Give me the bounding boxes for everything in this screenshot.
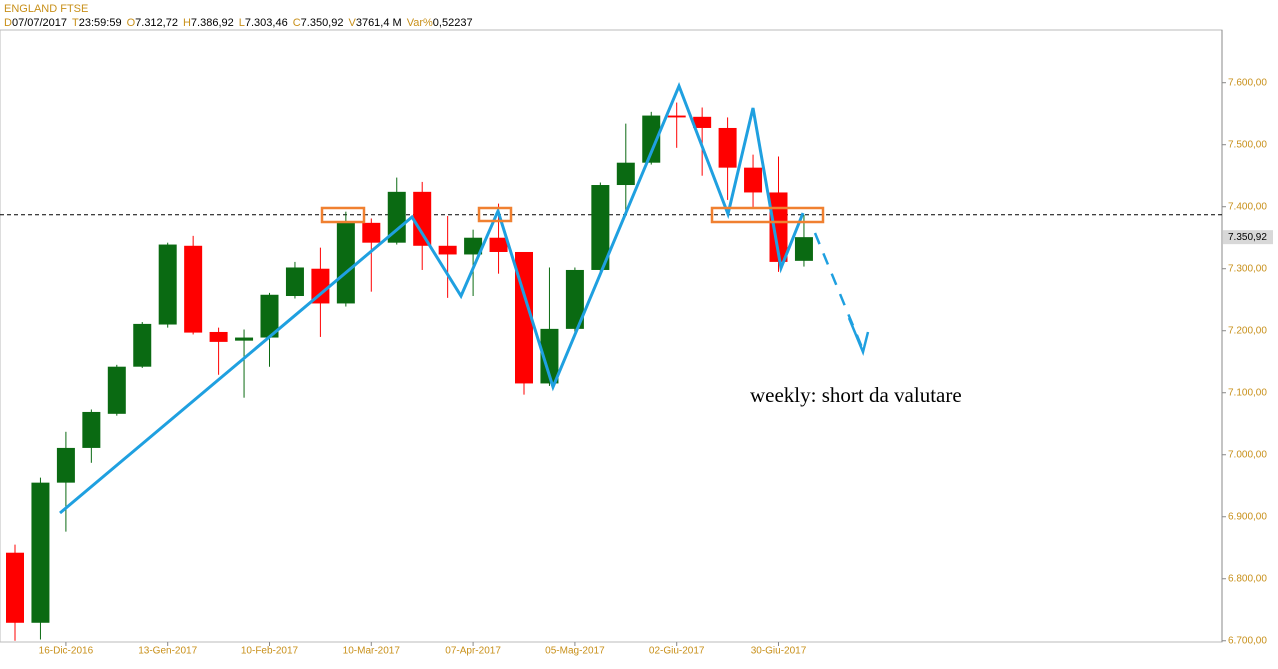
field-value: 07/07/2017 [11,17,68,29]
annotation: weekly: short da valutare [750,383,962,407]
y-tick-label: 7.100,00 [1228,387,1267,398]
candle-body [718,127,737,168]
candle-body [362,222,381,243]
field-value: 7.303,46 [244,17,288,29]
y-tick-label: 7.400,00 [1228,201,1267,212]
y-tick-label: 7.000,00 [1228,449,1267,460]
candle-body [693,116,712,128]
field-value: 3761,4 M [355,17,402,29]
x-tick-label: 05-Mag-2017 [545,646,605,657]
field-key: C [292,17,301,29]
highlight-box [710,206,825,224]
field-value: 23:59:59 [78,17,122,29]
candle-body [260,294,279,338]
candle-body [565,269,584,329]
candle-body [235,337,254,341]
header-fields: D07/07/2017 T23:59:59 O7.312,72 H7.386,92 L7… [4,16,478,30]
y-tick-label: 6.800,00 [1228,573,1267,584]
x-tick-label: 07-Apr-2017 [445,646,501,657]
candle-body [489,237,508,252]
candle-body [209,331,228,342]
x-tick-label: 13-Gen-2017 [138,646,197,657]
candle-body [133,323,152,367]
x-tick-label: 02-Giu-2017 [649,646,705,657]
candle-body [744,167,763,193]
candle-body [769,192,788,262]
plot-frame [0,29,1223,643]
x-tick-label: 30-Giu-2017 [751,646,807,657]
marks: 6.700,00 6.800,00 6.900,00 7.000,00 7.100,00… [0,77,1273,657]
y-tick-label: 7.200,00 [1228,325,1267,336]
y-tick-label: 7.600,00 [1228,77,1267,88]
x-tick-label: 10-Feb-2017 [241,646,299,657]
field-value: 7.312,72 [135,17,178,29]
field-key: L [238,17,245,29]
y-tick-label: 7.500,00 [1228,139,1267,150]
candle-body [794,237,813,261]
candle-body [515,251,533,384]
candle-body [438,245,457,255]
candle-body [464,237,483,255]
candle-body [6,552,24,623]
candle-body [158,244,177,325]
highlight-box [477,206,513,223]
instrument-title: ENGLAND FTSE [4,3,89,15]
drawn-annotations [59,81,870,515]
x-tick-label: 16-Dic-2016 [39,646,94,657]
candle-body [540,328,559,384]
field-key: O [126,17,136,29]
field-value: 7.386,92 [190,17,234,29]
price-marker-label: 7.350,92 [1228,232,1267,243]
candle-body [107,366,126,414]
candle-body [311,268,330,304]
arrow-head [847,317,870,356]
y-tick-label: 6.700,00 [1228,635,1267,646]
field-key: Var% [406,17,433,29]
candle-body [591,185,610,270]
candle-body [31,482,50,623]
candle-body [667,115,686,118]
x-tick-label: 10-Mar-2017 [343,646,401,657]
trend-line [59,81,805,515]
field-key: H [182,17,191,29]
candle-body [82,411,101,448]
candle-body [616,162,635,186]
header: ENGLAND FTSE D07/07/2017 T23:59:59 O7.312,… [4,2,478,30]
field-value: 7.350,92 [300,17,344,29]
candle-body [413,191,432,246]
candle-body [56,447,75,483]
candle-body [336,221,355,304]
candle-body [285,267,304,297]
price-marker [1223,230,1273,245]
y-tick-label: 6.900,00 [1228,511,1267,522]
candle-body [184,245,203,333]
highlight-box [320,206,366,224]
field-key: V [348,17,356,29]
candle-body [642,115,661,163]
field-key: D [4,17,12,29]
field-key: T [72,17,79,29]
y-tick-label: 7.300,00 [1228,263,1267,274]
candle-body [387,191,406,243]
field-value: 0,52237 [432,17,473,29]
